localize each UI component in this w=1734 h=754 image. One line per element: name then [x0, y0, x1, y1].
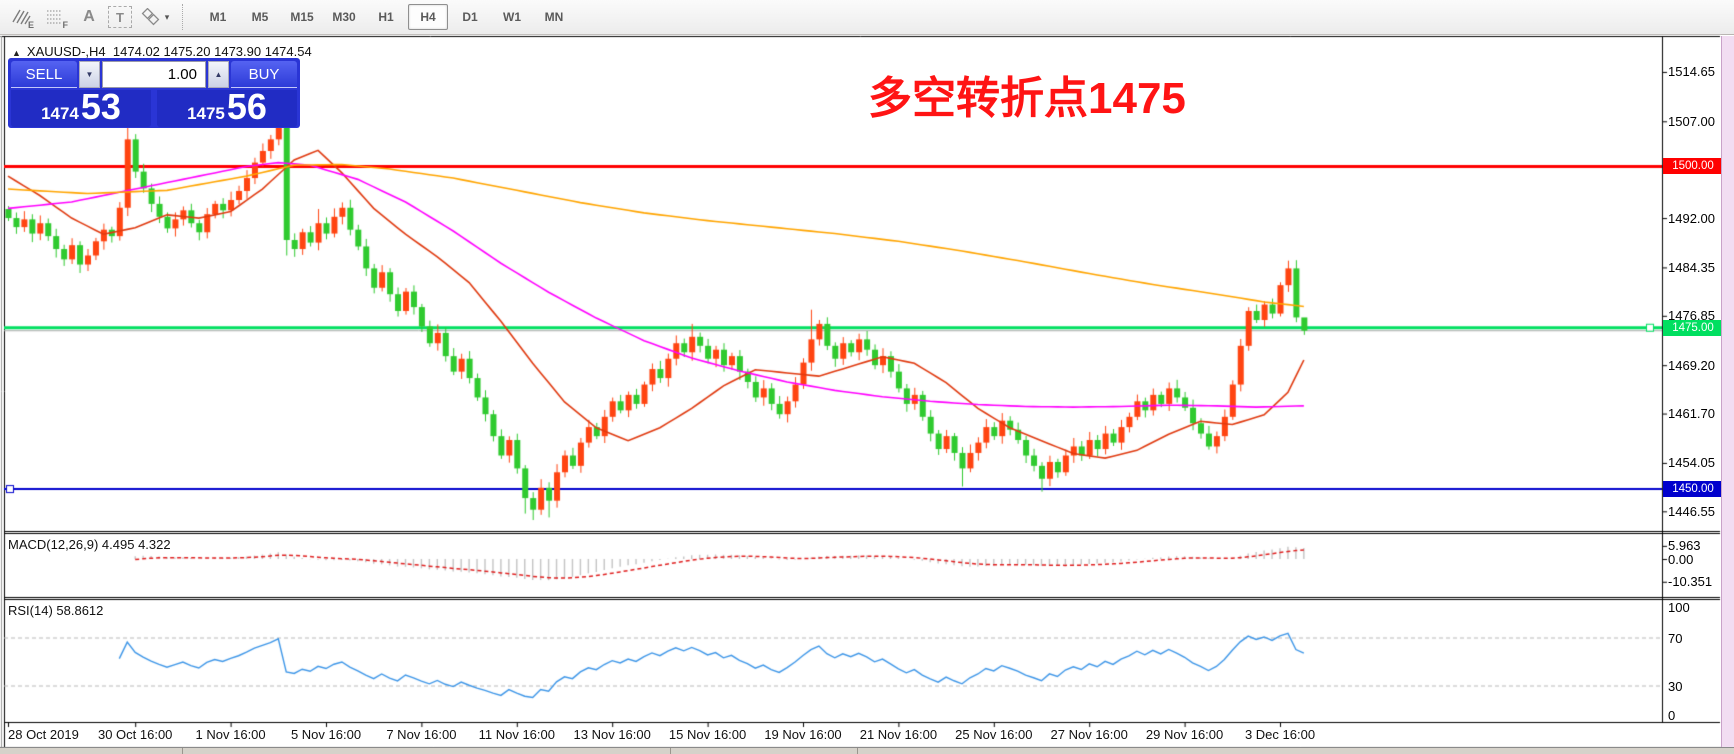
sell-button[interactable]: SELL	[11, 61, 77, 88]
buy-price-base: 1475	[187, 104, 225, 123]
rsi-indicator-label: RSI(14) 58.8612	[8, 603, 104, 618]
chart-annotation-text: 多空转折点1475	[868, 74, 1186, 123]
window-right-edge	[1721, 36, 1734, 748]
tab-separator	[857, 748, 858, 754]
ohlc-values: 1474.02 1475.20 1473.90 1474.54	[112, 44, 312, 59]
buy-price-pips: 56	[226, 86, 267, 127]
sell-price-base: 1474	[41, 104, 79, 123]
sell-price-pips: 53	[80, 86, 121, 127]
chart-ohlc-header: ▲ XAUUSD-,H4 1474.02 1475.20 1473.90 1474…	[12, 44, 312, 59]
tab-separator	[670, 748, 671, 754]
one-click-trading-panel: SELL ▼ 1.00 ▲ BUY 1474 53 1475 56	[8, 58, 300, 128]
tab-separator	[182, 748, 183, 754]
volume-input[interactable]: 1.00	[102, 61, 206, 88]
volume-decrease-button[interactable]: ▼	[79, 61, 100, 88]
buy-button[interactable]: BUY	[231, 61, 297, 88]
chart-tab-strip	[0, 747, 1734, 754]
volume-increase-button[interactable]: ▲	[208, 61, 229, 88]
macd-indicator-label: MACD(12,26,9) 4.495 4.322	[8, 537, 171, 552]
collapse-arrow-icon[interactable]: ▲	[12, 48, 21, 58]
buy-price-display[interactable]: 1475 56	[157, 86, 297, 127]
symbol-period-label: XAUUSD-,H4	[26, 44, 106, 59]
sell-price-display[interactable]: 1474 53	[11, 86, 151, 127]
